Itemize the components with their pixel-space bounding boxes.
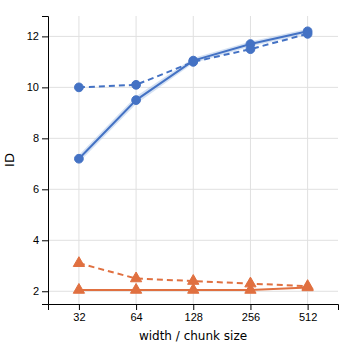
- series-line: [79, 263, 308, 286]
- marker: [73, 257, 84, 267]
- x-tick-mark: [136, 304, 137, 310]
- x-tick-mark: [79, 304, 80, 310]
- x-axis-title: width / chunk size: [139, 329, 247, 343]
- y-tick-label: 4: [33, 234, 39, 246]
- marker: [130, 283, 141, 293]
- x-tick-mark: [308, 304, 309, 310]
- grid-line-x: [136, 16, 137, 304]
- marker: [130, 272, 141, 282]
- y-axis-line: [42, 17, 49, 305]
- y-tick-label: 6: [33, 183, 39, 195]
- marker: [246, 45, 255, 54]
- marker: [303, 29, 312, 38]
- x-tick-label: 32: [73, 311, 85, 323]
- y-tick-label: 10: [27, 81, 39, 93]
- grid: [48, 16, 338, 304]
- grid-line-y: [48, 138, 338, 139]
- grid-line-x: [250, 16, 251, 304]
- y-tick: 10: [27, 81, 48, 93]
- marker: [245, 277, 256, 287]
- x-tick: 64: [130, 304, 142, 323]
- x-tick: 512: [299, 304, 317, 323]
- marker: [189, 58, 198, 67]
- y-tick: 12: [27, 30, 48, 42]
- y-axis-title: ID: [2, 153, 17, 167]
- plot-area: 32 64 128 256 512 2 4 6 8 10 12: [27, 16, 339, 323]
- marker: [132, 80, 141, 89]
- y-tick: 4: [33, 234, 48, 246]
- marker: [188, 283, 199, 293]
- marks: [73, 27, 313, 293]
- marker: [188, 275, 199, 285]
- marker: [132, 96, 141, 105]
- marker: [75, 154, 84, 163]
- confidence-band: [79, 29, 308, 163]
- grid-line-x: [307, 16, 308, 304]
- x-tick: 256: [242, 304, 260, 323]
- x-tick-label: 128: [185, 311, 203, 323]
- series-line: [79, 34, 308, 88]
- grid-line-y: [48, 189, 338, 190]
- marker: [73, 283, 84, 293]
- y-tick: 6: [33, 183, 48, 195]
- y-tick-mark: [42, 240, 48, 241]
- x-tick-label: 512: [299, 311, 317, 323]
- chart: 32 64 128 256 512 2 4 6 8 10 12 width / chunk size I…: [0, 0, 356, 350]
- y-tick-label: 2: [33, 285, 39, 297]
- y-tick-mark: [42, 87, 48, 88]
- y-tick-mark: [42, 189, 48, 190]
- y-tick-label: 12: [27, 30, 39, 42]
- marker: [302, 280, 313, 290]
- y-tick-mark: [42, 291, 48, 292]
- x-axis-line: [49, 305, 339, 311]
- x-tick: 128: [185, 304, 203, 323]
- y-axis: 2 4 6 8 10 12: [27, 17, 49, 305]
- x-tick-mark: [250, 304, 251, 310]
- y-tick-label: 8: [33, 132, 39, 144]
- y-tick: 8: [33, 132, 48, 144]
- grid-line-y: [48, 240, 338, 241]
- y-tick-mark: [42, 36, 48, 37]
- x-tick-label: 64: [130, 311, 142, 323]
- y-tick: 2: [33, 285, 48, 297]
- y-tick-mark: [42, 138, 48, 139]
- x-tick-label: 256: [242, 311, 260, 323]
- x-axis: 32 64 128 256 512: [49, 304, 339, 323]
- series-line: [79, 31, 308, 158]
- marker: [75, 83, 84, 92]
- x-tick-mark: [193, 304, 194, 310]
- x-tick: 32: [73, 304, 85, 323]
